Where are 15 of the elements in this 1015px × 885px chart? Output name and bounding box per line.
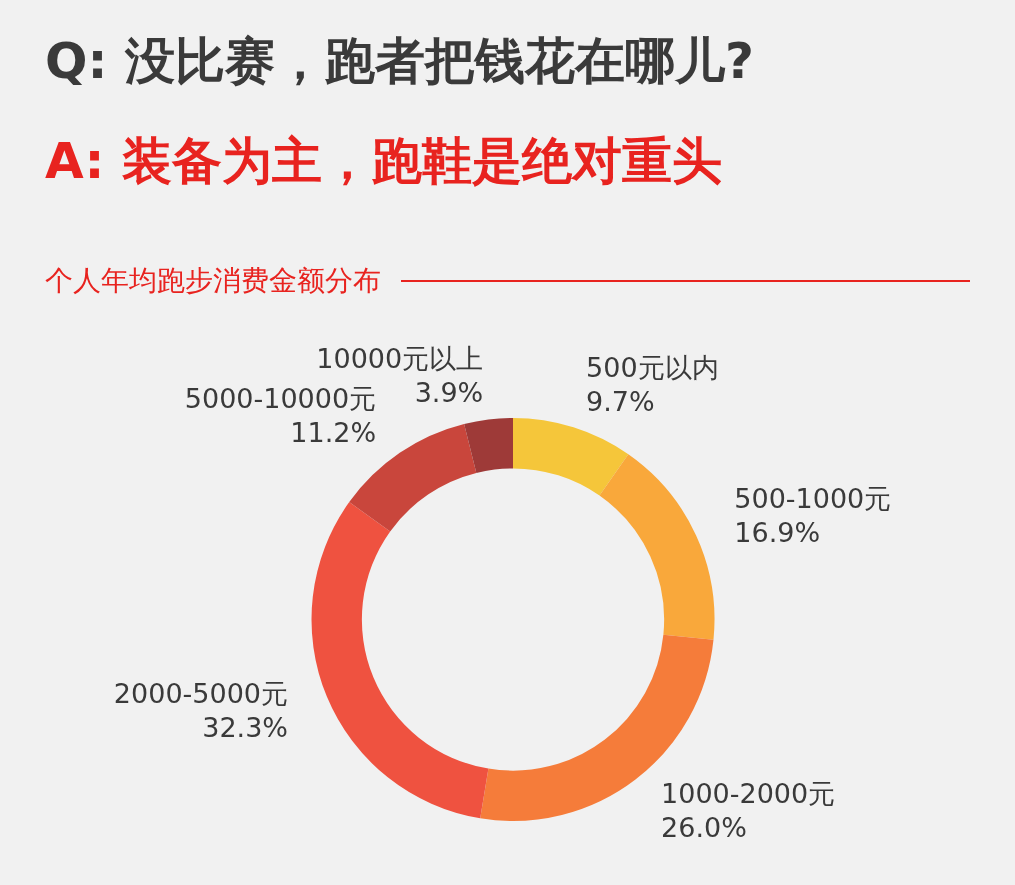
- slice-label: 5000-10000元: [184, 383, 377, 415]
- chart-subtitle: A: 装备为主，跑鞋是绝对重头: [45, 131, 723, 192]
- data-label: 32.3%: [202, 711, 289, 743]
- chart-title: Q: 没比赛，跑者把钱花在哪儿?: [45, 31, 754, 92]
- slice-label: 2000-5000元: [113, 677, 289, 709]
- slice-label: 500-1000元: [734, 482, 892, 514]
- slice-label: 500元以内: [586, 352, 719, 384]
- text: 个人年均跑步消费金额分布: [45, 263, 381, 299]
- data-label: 11.2%: [290, 417, 377, 449]
- data-label: 9.7%: [586, 386, 655, 418]
- data-label: 3.9%: [414, 376, 484, 408]
- slice-label: 1000-2000元: [661, 777, 836, 809]
- data-label: 16.9%: [734, 516, 821, 548]
- slice-label: 10000元以上: [316, 342, 484, 374]
- data-label: 26.0%: [661, 811, 747, 843]
